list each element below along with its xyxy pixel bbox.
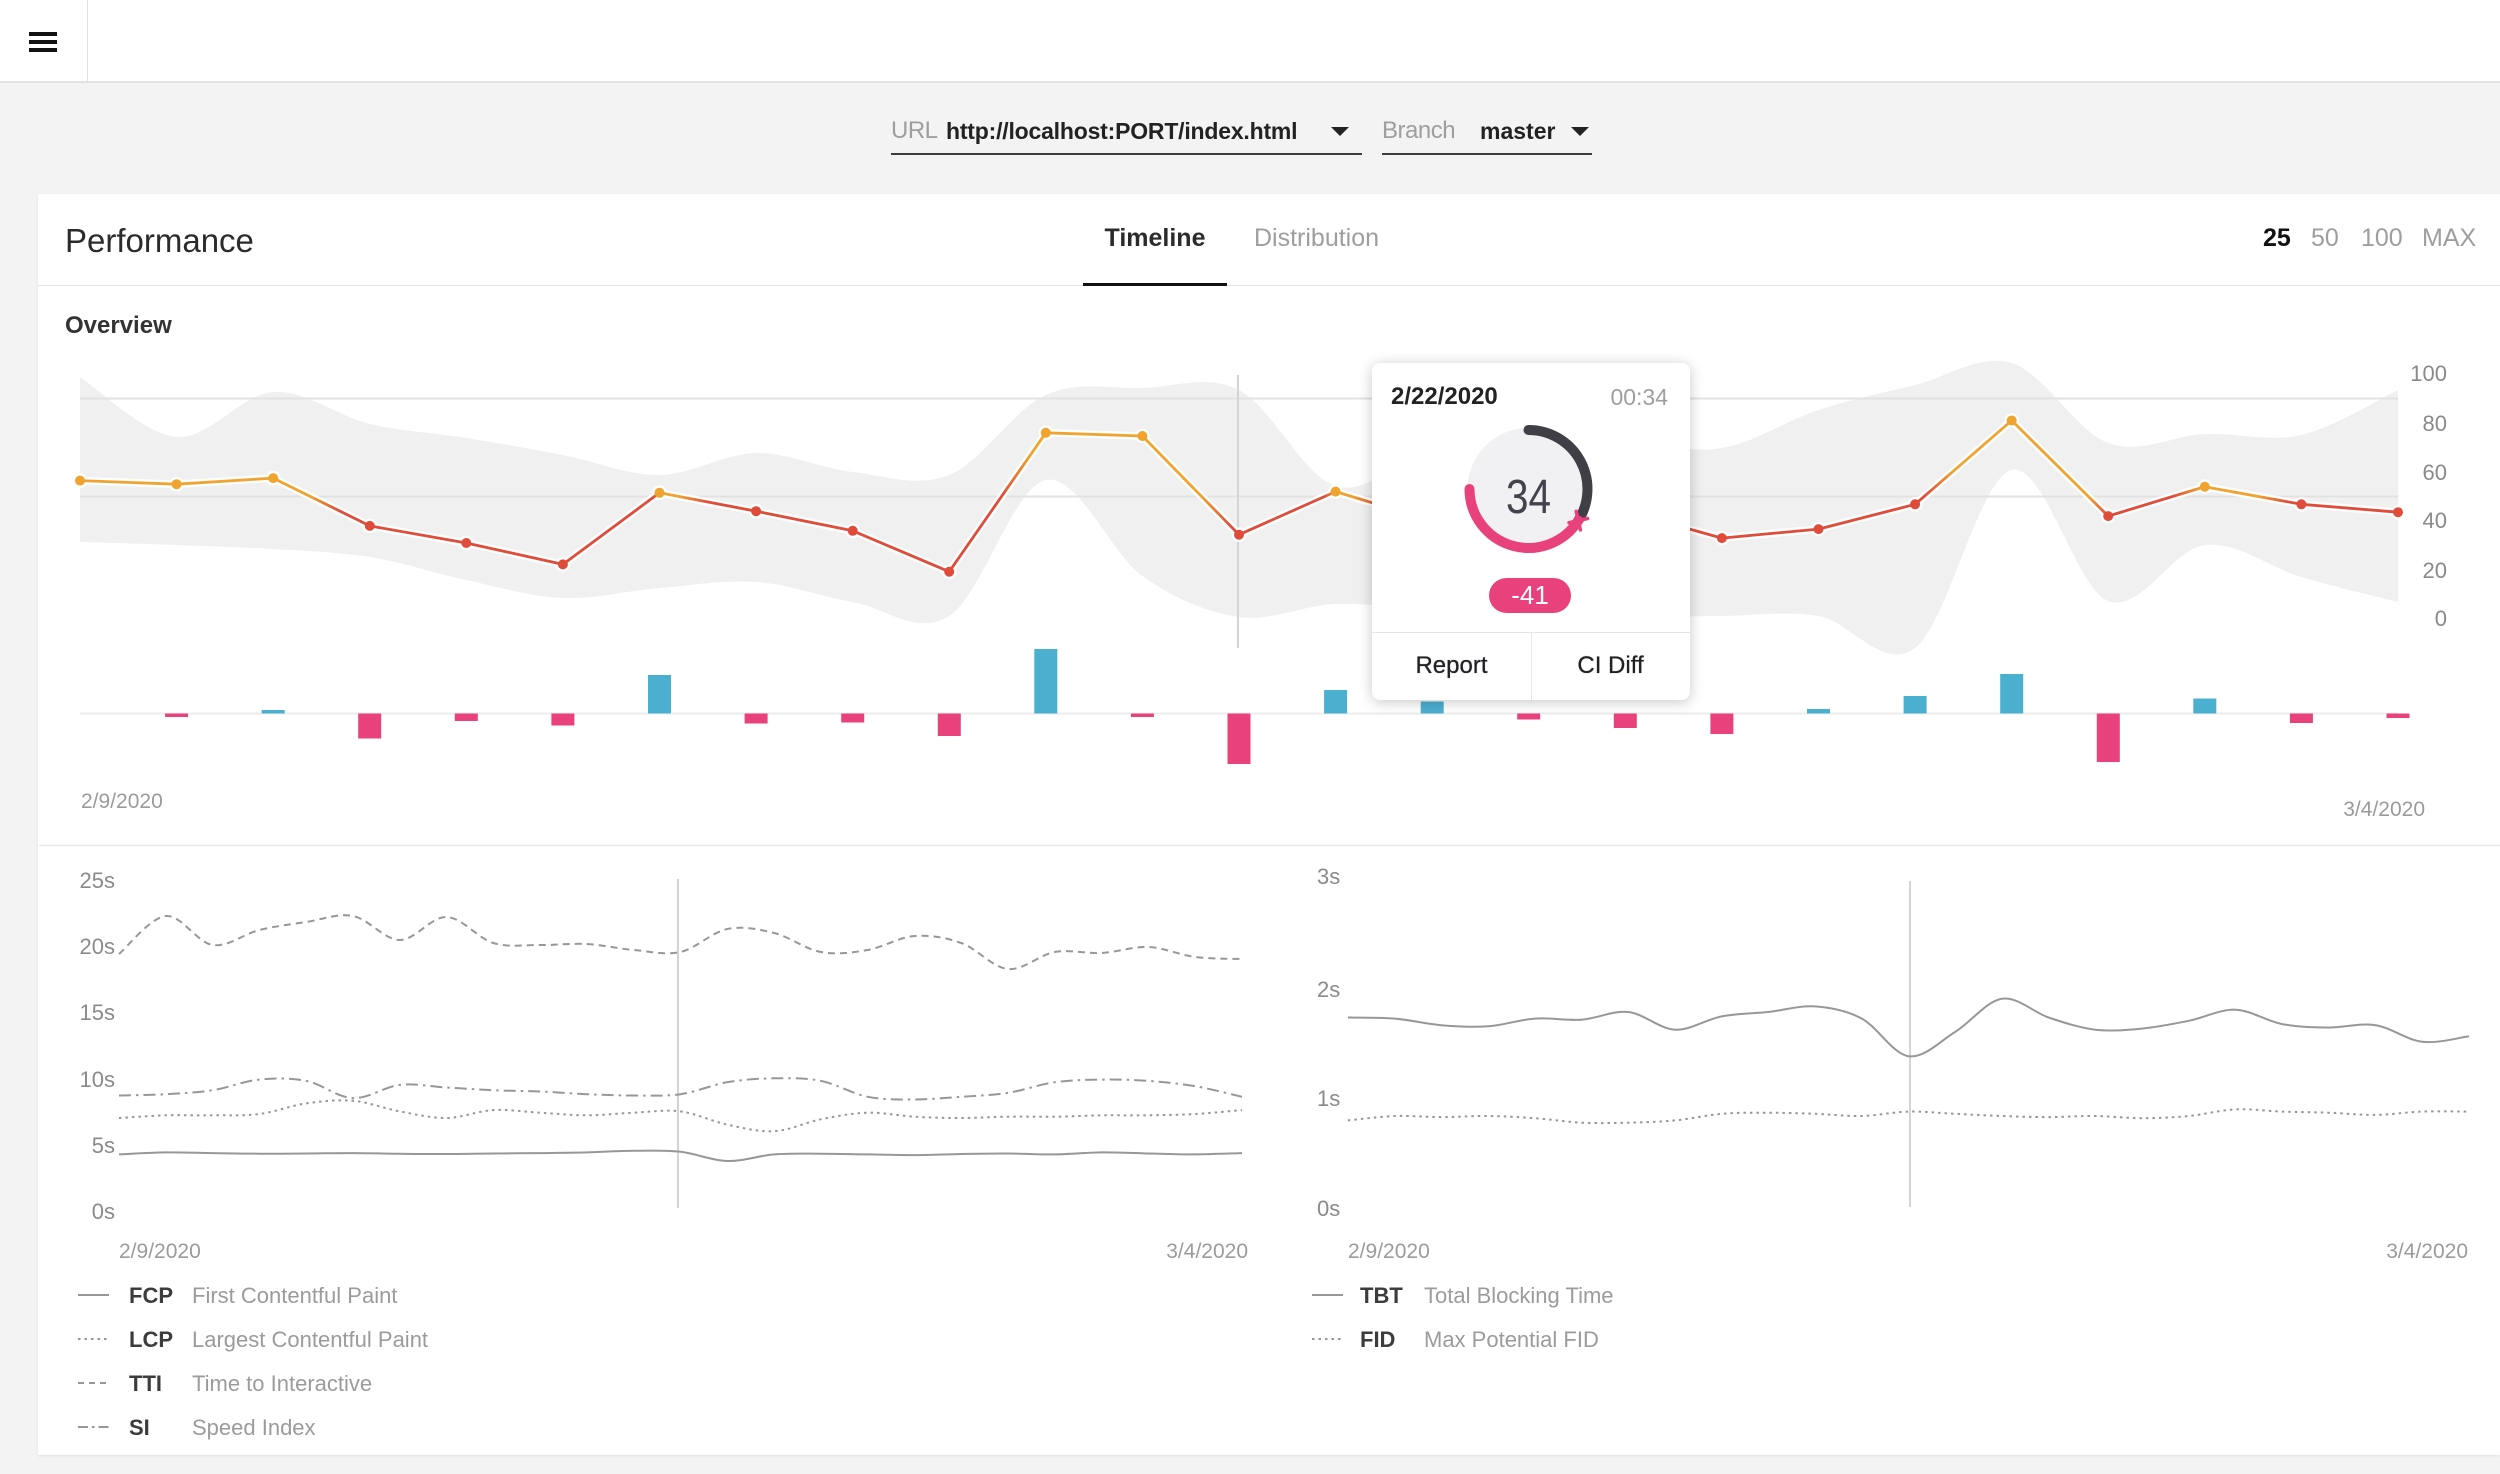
svg-text:34: 34: [1506, 471, 1551, 524]
svg-text:1s: 1s: [1317, 1086, 1340, 1111]
svg-text:15s: 15s: [80, 1000, 115, 1025]
svg-text:FID: FID: [1360, 1327, 1395, 1352]
svg-text:3/4/2020: 3/4/2020: [1166, 1240, 1248, 1263]
svg-text:TBT: TBT: [1360, 1283, 1403, 1308]
svg-text:2s: 2s: [1317, 977, 1340, 1002]
svg-text:100: 100: [2410, 361, 2447, 386]
svg-text:-41: -41: [1511, 580, 1549, 610]
svg-text:2/9/2020: 2/9/2020: [81, 790, 163, 813]
svg-text:LCP: LCP: [129, 1327, 173, 1352]
svg-text:Total Blocking Time: Total Blocking Time: [1424, 1283, 1614, 1308]
svg-text:3s: 3s: [1317, 864, 1340, 889]
svg-text:80: 80: [2423, 411, 2447, 436]
svg-text:First Contentful Paint: First Contentful Paint: [192, 1283, 397, 1308]
svg-text:3/4/2020: 3/4/2020: [2343, 798, 2425, 821]
svg-text:3/4/2020: 3/4/2020: [2386, 1240, 2468, 1263]
svg-text:Speed Index: Speed Index: [192, 1415, 316, 1440]
svg-text:5s: 5s: [92, 1133, 115, 1158]
svg-text:0s: 0s: [1317, 1196, 1340, 1221]
svg-text:20s: 20s: [80, 934, 115, 959]
svg-text:60: 60: [2423, 460, 2447, 485]
svg-text:Max Potential FID: Max Potential FID: [1424, 1327, 1599, 1352]
svg-text:0s: 0s: [92, 1199, 115, 1224]
svg-text:FCP: FCP: [129, 1283, 173, 1308]
svg-text:10s: 10s: [80, 1067, 115, 1092]
svg-text:40: 40: [2423, 508, 2447, 533]
svg-text:TTI: TTI: [129, 1371, 162, 1396]
svg-text:Time to Interactive: Time to Interactive: [192, 1371, 372, 1396]
svg-text:Largest Contentful Paint: Largest Contentful Paint: [192, 1327, 428, 1352]
svg-text:0: 0: [2435, 606, 2447, 631]
svg-text:SI: SI: [129, 1415, 150, 1440]
svg-text:2/9/2020: 2/9/2020: [119, 1240, 201, 1263]
svg-text:25s: 25s: [80, 868, 115, 893]
svg-text:20: 20: [2423, 558, 2447, 583]
svg-text:2/9/2020: 2/9/2020: [1348, 1240, 1430, 1263]
